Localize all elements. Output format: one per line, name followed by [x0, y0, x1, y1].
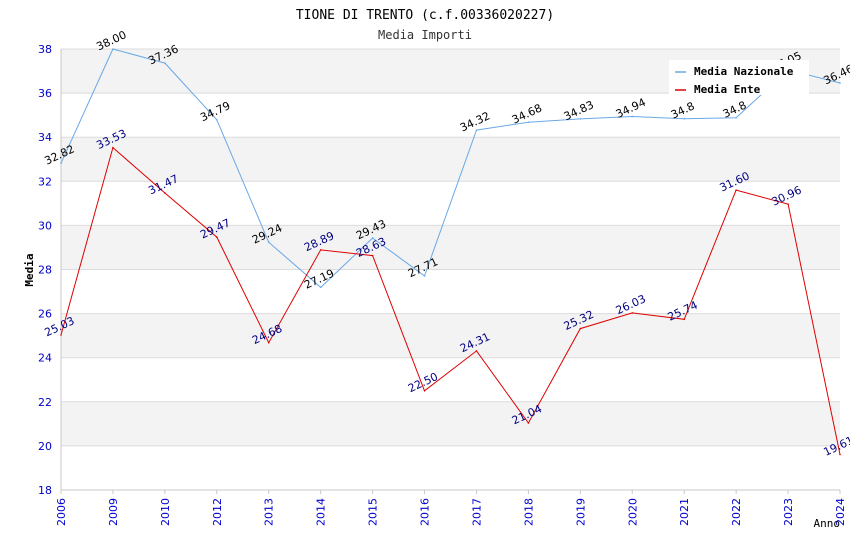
y-tick-label: 32 — [38, 175, 52, 188]
data-point — [319, 249, 322, 251]
x-tick-label: 2014 — [315, 498, 328, 526]
x-axis-ticks: 2006 2009 2010 2012 2013 2014 2015 2016 2017 2018… — [55, 490, 847, 526]
y-tick-label: 34 — [38, 131, 52, 144]
data-point — [112, 146, 114, 149]
data-point — [267, 241, 270, 243]
x-tick-label: 2009 — [107, 498, 120, 526]
data-point — [112, 48, 114, 50]
plot-background-bands — [61, 49, 840, 490]
y-axis-label: Media — [23, 253, 36, 286]
data-point — [164, 62, 166, 64]
data-point — [475, 129, 478, 131]
x-tick-label: 2010 — [159, 498, 172, 526]
x-tick-label: 2013 — [263, 498, 276, 526]
x-tick-label: 2016 — [419, 498, 432, 526]
data-point — [579, 118, 582, 120]
plot-band — [61, 137, 840, 182]
data-point — [423, 275, 426, 277]
data-point — [735, 116, 737, 119]
data-point — [527, 121, 530, 124]
plot-band — [61, 313, 840, 358]
chart-subtitle: Media Importi — [378, 28, 472, 42]
y-tick-label: 38 — [38, 43, 52, 56]
legend: Media Nazionale Media Ente — [669, 60, 809, 96]
series-line-nazionale — [60, 48, 841, 289]
data-point — [683, 318, 685, 321]
x-axis-label: Anno — [814, 517, 841, 530]
data-point — [631, 115, 634, 118]
plot-band — [61, 401, 840, 446]
data-point — [216, 236, 218, 238]
y-axis-ticks: 18 20 22 24 26 28 30 32 34 36 38 — [38, 43, 52, 497]
x-tick-label: 2015 — [367, 498, 380, 526]
y-tick-label: 36 — [38, 87, 52, 100]
series-lines — [60, 48, 841, 456]
data-point — [579, 327, 582, 330]
y-tick-label: 20 — [38, 440, 52, 453]
legend-label-ente: Media Ente — [694, 83, 761, 96]
y-tick-label: 24 — [38, 352, 52, 365]
y-tick-label: 28 — [38, 264, 52, 277]
plot-band — [61, 269, 840, 314]
x-tick-label: 2021 — [678, 498, 691, 526]
x-tick-label: 2020 — [626, 498, 639, 526]
data-point — [787, 203, 789, 206]
y-tick-label: 30 — [38, 219, 52, 232]
data-point — [60, 334, 62, 336]
data-point — [527, 422, 530, 424]
y-tick-label: 22 — [38, 396, 52, 409]
plot-band — [61, 225, 840, 270]
y-tick-label: 18 — [38, 484, 52, 497]
data-point — [164, 192, 166, 194]
x-tick-label: 2022 — [730, 498, 743, 526]
plot-band — [61, 445, 840, 490]
data-point — [631, 312, 634, 314]
x-tick-label: 2023 — [782, 498, 795, 526]
data-point — [839, 82, 841, 84]
x-tick-label: 2024 — [834, 498, 847, 526]
data-point — [475, 350, 478, 352]
x-tick-label: 2018 — [522, 498, 535, 526]
plot-band — [61, 93, 840, 138]
x-tick-label: 2006 — [55, 498, 68, 526]
x-tick-label: 2012 — [211, 498, 224, 526]
y-tick-label: 26 — [38, 308, 52, 321]
x-tick-label: 2017 — [470, 498, 483, 526]
data-point — [371, 237, 374, 239]
data-point — [60, 162, 62, 165]
data-point — [839, 453, 841, 456]
chart-title: TIONE DI TRENTO (c.f.00336020227) — [296, 8, 554, 23]
data-point — [319, 286, 322, 289]
x-tick-label: 2019 — [574, 498, 587, 526]
data-point — [371, 254, 374, 257]
data-point — [423, 389, 426, 392]
legend-label-nazionale: Media Nazionale — [694, 65, 794, 78]
data-point — [216, 118, 218, 121]
data-point — [683, 117, 685, 120]
data-point — [735, 189, 737, 191]
axes — [60, 49, 840, 491]
series-line-ente — [60, 146, 841, 455]
plot-band — [61, 357, 840, 402]
data-point — [267, 341, 270, 344]
legend-box — [669, 60, 809, 95]
